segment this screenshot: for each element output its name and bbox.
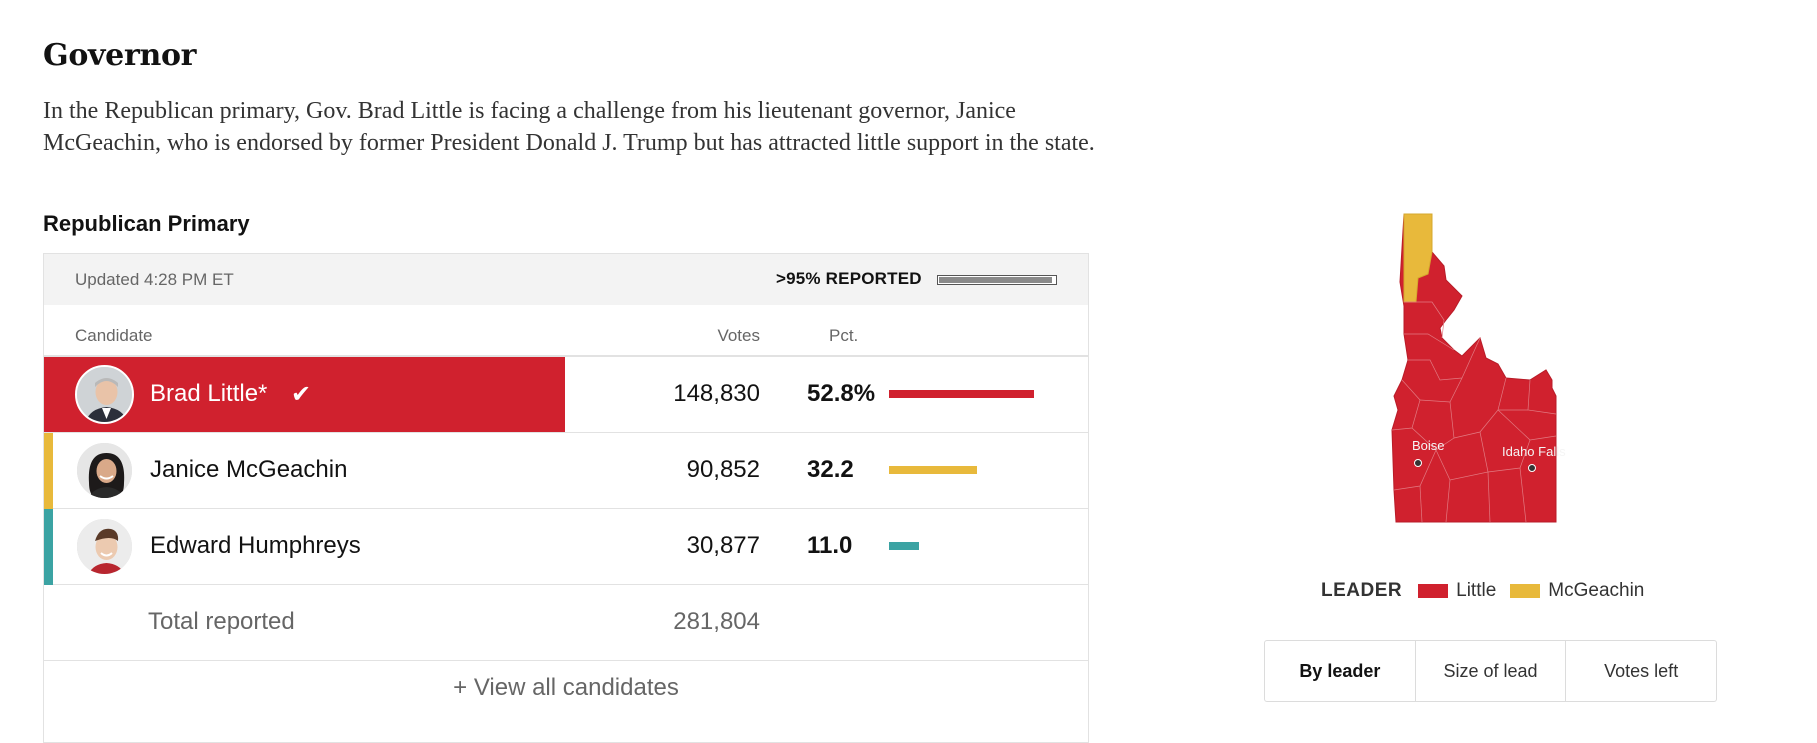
reporting-status: >95% REPORTED	[776, 269, 922, 288]
candidate-pct-bar	[889, 542, 919, 550]
candidate-avatar	[75, 517, 134, 576]
reporting-progress-bar	[937, 275, 1057, 285]
candidate-name: Brad Little*	[150, 380, 268, 407]
reporting-progress-fill	[939, 277, 1052, 283]
county-results-map[interactable]: Boise Idaho Falls	[1380, 210, 1600, 545]
header-candidate: Candidate	[75, 326, 153, 345]
tab-votes-left[interactable]: Votes left	[1604, 660, 1679, 681]
updated-timestamp: Updated 4:28 PM ET	[75, 270, 234, 289]
total-label: Total reported	[148, 608, 295, 635]
candidate-votes: 30,877	[686, 532, 760, 559]
total-votes: 281,804	[673, 608, 760, 635]
header-pct: Pct.	[829, 326, 859, 345]
candidate-row: Brad Little* ✔ 148,830 52.8%	[44, 357, 1088, 433]
idaho-map: Boise Idaho Falls	[1391, 213, 1566, 523]
candidate-pct-bar	[889, 466, 977, 474]
candidate-color-stripe	[44, 433, 53, 509]
tab-by-leader[interactable]: By leader	[1265, 641, 1416, 701]
candidate-avatar	[75, 441, 134, 500]
city-marker-idaho-falls	[1528, 464, 1536, 472]
legend-swatch	[1418, 584, 1449, 598]
candidate-votes: 148,830	[673, 380, 760, 407]
city-label-idaho-falls: Idaho Falls	[1502, 444, 1566, 459]
city-marker-boise	[1414, 459, 1422, 467]
check-icon: ✔	[291, 381, 312, 408]
legend-item-little: Little	[1418, 580, 1496, 602]
candidate-row: Janice McGeachin 90,852 32.2	[44, 433, 1088, 509]
race-label: Republican Primary	[43, 211, 250, 236]
candidate-pct: 32.2	[807, 456, 854, 483]
candidate-row: Edward Humphreys 30,877 11.0	[44, 509, 1088, 585]
tab-size-of-lead[interactable]: Size of lead	[1416, 641, 1567, 701]
candidate-name: Edward Humphreys	[150, 532, 361, 559]
legend-label: Little	[1456, 580, 1497, 601]
candidate-name: Janice McGeachin	[150, 456, 348, 483]
legend-swatch	[1510, 584, 1541, 598]
status-bar: Updated 4:28 PM ET >95% REPORTED	[44, 254, 1088, 305]
section-lede: In the Republican primary, Gov. Brad Lit…	[43, 98, 1095, 156]
header-divider	[44, 355, 1088, 357]
header-votes: Votes	[717, 326, 760, 345]
map-view-tabs: By leader Size of lead Votes left	[1264, 640, 1717, 702]
candidate-pct: 11.0	[807, 532, 853, 559]
legend-item-mcgeachin: McGeachin	[1510, 580, 1644, 602]
legend-label: McGeachin	[1548, 580, 1645, 601]
candidate-votes: 90,852	[686, 456, 760, 483]
county-borders	[1391, 301, 1557, 523]
total-row: Total reported 281,804	[44, 585, 1088, 661]
legend-title: LEADER	[1321, 580, 1403, 601]
candidate-pct-bar	[889, 390, 1034, 398]
city-label-boise: Boise	[1412, 438, 1445, 453]
results-table: Updated 4:28 PM ET >95% REPORTED Candida…	[43, 253, 1089, 743]
view-all-candidates-button[interactable]: + View all candidates	[453, 674, 679, 701]
candidate-color-stripe	[44, 509, 53, 585]
map-legend: LEADER Little McGeachin	[1321, 580, 1658, 602]
candidate-pct: 52.8%	[807, 380, 876, 407]
candidate-avatar	[75, 365, 134, 424]
section-title: Governor	[43, 38, 197, 73]
